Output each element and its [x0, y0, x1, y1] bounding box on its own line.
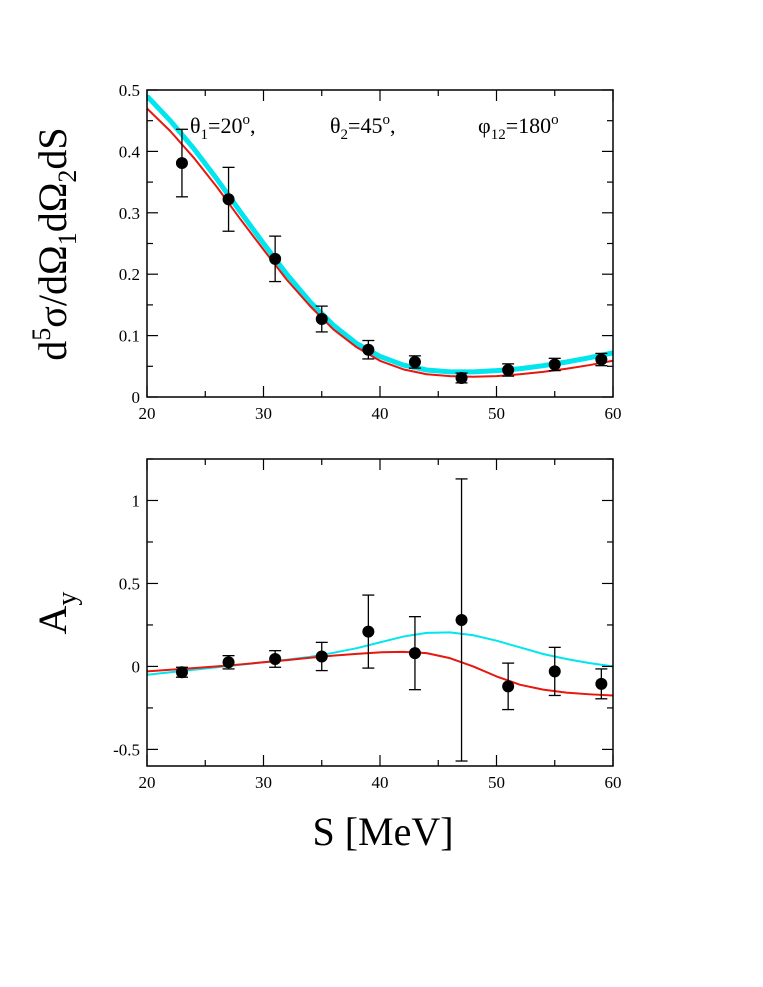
cs-data-point-8: [548, 357, 561, 372]
data-marker: [408, 356, 421, 369]
ay-data-point-3: [315, 641, 328, 672]
ay-x-tick-label: 60: [605, 773, 622, 792]
cs-data-point-4: [362, 339, 375, 360]
cs-y-tick-label: 0: [132, 388, 141, 407]
phi12-annotation: φ12=180o: [478, 112, 559, 143]
ay-x-tick-label: 40: [372, 773, 389, 792]
ay-y-tick-label: 0.5: [119, 574, 140, 593]
ay-data-point-2: [269, 650, 282, 668]
ay-data-point-7: [502, 662, 515, 711]
cs-data-point-9: [595, 352, 608, 367]
data-marker: [595, 353, 608, 366]
cs-data-point-3: [315, 305, 328, 333]
analyzing-power-panel: 20 30 40 50 60 -0.5 0 0.5 1 Ay: [30, 458, 622, 792]
data-marker: [502, 363, 515, 376]
cs-data-point-0: [175, 128, 188, 198]
cs-x-tick-label: 60: [605, 404, 622, 423]
data-marker: [315, 650, 328, 663]
ay-data-point-6: [455, 478, 468, 762]
data-marker: [269, 652, 282, 665]
theta2-annotation: θ2=45o,: [330, 112, 395, 143]
ay-data-point-8: [548, 646, 561, 697]
cs-data-point-2: [269, 235, 282, 283]
cs-x-tick-label: 40: [372, 404, 389, 423]
ay-data-point-0: [175, 666, 188, 679]
data-marker: [548, 358, 561, 371]
ay-data-point-9: [595, 668, 608, 700]
analyzing-power-plot-frame: [146, 458, 614, 767]
ay-y-tick-label: 1: [132, 491, 141, 510]
cs-data-point-1: [222, 166, 235, 232]
data-marker: [455, 613, 468, 626]
ay-x-tick-label: 30: [255, 773, 272, 792]
ay-x-tick-label: 20: [139, 773, 156, 792]
data-marker: [502, 680, 515, 693]
cs-x-tick-label: 50: [488, 404, 505, 423]
x-axis-label: S [MeV]: [312, 809, 453, 854]
ay-series-line-0: [147, 631, 613, 676]
cross-section-panel: 20 30 40 50 60 0 0.1 0.2 0.3 0.4 0.5 θ1=20o, θ2=45…: [27, 81, 622, 423]
data-marker: [222, 193, 235, 206]
data-marker: [362, 625, 375, 638]
cs-data-point-5: [408, 355, 421, 369]
cs-y-tick-label: 0.2: [119, 265, 140, 284]
data-marker: [595, 677, 608, 690]
data-marker: [222, 656, 235, 669]
ay-y-tick-label: 0: [132, 657, 141, 676]
ay-data-point-5: [408, 615, 421, 691]
cs-data-point-7: [502, 363, 515, 377]
cs-y-tick-label: 0.5: [119, 81, 140, 100]
data-marker: [362, 343, 375, 356]
cs-x-tick-label: 30: [255, 404, 272, 423]
ay-data-point-1: [222, 654, 235, 670]
cs-series-line-0: [147, 94, 613, 375]
cs-y-tick-label: 0.3: [119, 204, 140, 223]
cross-section-y-axis-label: d5σ/dΩ1dΩ2dS: [27, 127, 82, 360]
data-marker: [175, 157, 188, 170]
cs-series-line-1: [147, 107, 613, 378]
cs-y-tick-label: 0.1: [119, 327, 140, 346]
data-marker: [408, 647, 421, 660]
cs-data-point-6: [455, 371, 468, 384]
ay-data-point-4: [362, 594, 375, 669]
data-marker: [269, 252, 282, 265]
data-marker: [455, 371, 468, 384]
analyzing-power-y-axis-label: Ay: [30, 592, 83, 635]
theta1-annotation: θ1=20o,: [190, 112, 255, 143]
cs-x-tick-label: 20: [139, 404, 156, 423]
cs-y-tick-label: 0.4: [119, 142, 141, 161]
data-marker: [175, 666, 188, 679]
data-marker: [315, 313, 328, 326]
ay-x-tick-label: 50: [488, 773, 505, 792]
ay-series-line-1: [147, 650, 613, 697]
ay-y-tick-label: -0.5: [113, 740, 140, 759]
data-marker: [548, 665, 561, 678]
